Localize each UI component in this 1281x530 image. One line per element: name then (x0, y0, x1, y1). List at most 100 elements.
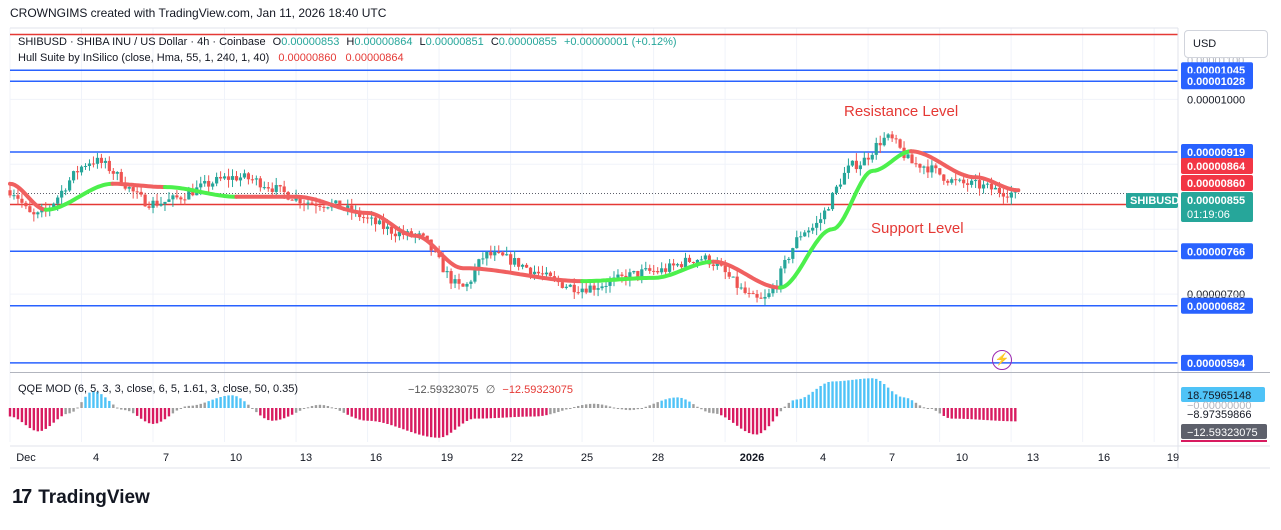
candle-body (922, 166, 926, 168)
qqe-bar (24, 408, 28, 426)
candle-body (306, 202, 310, 204)
qqe-bar (847, 380, 850, 408)
candle-body (779, 268, 783, 287)
hull-description: Hull Suite by InSilico (close, Hma, 55, … (18, 52, 270, 64)
hull-segment-up (777, 149, 913, 290)
hull-legend[interactable]: Hull Suite by InSilico (close, Hma, 55, … (18, 52, 404, 64)
candle-body (898, 139, 902, 148)
candle-body (262, 187, 266, 189)
qqe-bar (465, 408, 469, 421)
candle-body (910, 154, 914, 164)
last-price-value: 0.00000855 (1187, 195, 1245, 207)
qqe-bar (279, 408, 282, 420)
time-axis-label: 4 (820, 452, 826, 464)
qqe-bar (243, 401, 246, 408)
qqe-bar (1002, 408, 1005, 422)
candle-body (377, 220, 382, 225)
candle-body (771, 287, 775, 294)
qqe-bar (600, 404, 604, 408)
candle-body (453, 279, 457, 284)
candle-body (24, 202, 28, 207)
open-label: O (272, 36, 282, 48)
qqe-bar (660, 400, 663, 408)
price-label: 0.00001000 (1187, 94, 1245, 106)
candle-body (250, 179, 254, 181)
qqe-axis-value-3: −12.59323075 (1187, 427, 1258, 439)
candle-body (592, 285, 596, 290)
qqe-bar (942, 408, 945, 416)
candle-body (366, 217, 370, 219)
candle-body (878, 142, 882, 146)
candle-body (981, 184, 986, 189)
qqe-bar (517, 408, 520, 417)
candle-body (850, 160, 854, 166)
tradingview-logo: 17 TradingView (12, 486, 150, 509)
candle-body (294, 197, 298, 201)
candle-body (52, 203, 56, 208)
qqe-bar (358, 408, 361, 420)
symbol-tag-bg (1126, 193, 1178, 208)
time-axis-label: 25 (581, 452, 593, 464)
qqe-bar (668, 398, 671, 408)
candle-body (890, 134, 894, 139)
qqe-bar (203, 402, 206, 408)
qqe-bar (433, 408, 437, 438)
qqe-bar (227, 395, 230, 408)
lightning-icon[interactable]: ⚡ (992, 350, 1012, 370)
qqe-bar (80, 402, 83, 408)
candle-body (183, 199, 187, 201)
candle-body (826, 209, 831, 211)
qqe-bar (354, 408, 357, 419)
qqe-bar (640, 408, 643, 409)
candle-body (445, 271, 449, 273)
candle-body (723, 265, 727, 273)
time-axis-label: 16 (1098, 452, 1110, 464)
time-axis-label: 19 (1167, 452, 1179, 464)
symbol-legend[interactable]: SHIBUSD · SHIBA INU / US Dollar · 4h · C… (18, 36, 681, 48)
candle-body (373, 217, 378, 225)
qqe-bar (199, 403, 202, 408)
qqe-bar (290, 408, 294, 415)
qqe-bar (708, 408, 711, 413)
qqe-bar (573, 407, 576, 409)
candle-body (397, 231, 402, 237)
symbol-description: SHIBUSD · SHIBA INU / US Dollar · 4h · C… (18, 36, 266, 48)
time-axis-label: 19 (441, 452, 453, 464)
candle-body (894, 138, 898, 140)
qqe-bar (322, 405, 326, 408)
qqe-legend[interactable]: QQE MOD (6, 5, 3, 3, close, 6, 5, 1.61, … (18, 383, 298, 395)
time-axis-label: 13 (1027, 452, 1039, 464)
candle-body (803, 232, 807, 237)
candle-body (489, 252, 493, 256)
qqe-bar (263, 408, 266, 419)
candle-body (338, 200, 342, 209)
qqe-bar (362, 408, 365, 421)
qqe-bar (851, 379, 854, 408)
candle-body (282, 186, 286, 193)
qqe-bar (775, 408, 779, 417)
qqe-bar (489, 408, 493, 419)
candle-body (918, 163, 922, 168)
candle-body (274, 185, 278, 192)
qqe-bar (394, 408, 397, 427)
candle-body (461, 283, 465, 287)
currency-selector[interactable]: USD (1184, 30, 1268, 58)
level-badge: 0.00001028 (1187, 76, 1245, 88)
hull-badge: 0.00000864 (1187, 161, 1246, 173)
qqe-bar (282, 408, 286, 419)
candle-body (290, 199, 294, 201)
qqe-bar (306, 407, 310, 409)
qqe-bar (898, 396, 902, 408)
qqe-bar (314, 405, 318, 408)
high-value: 0.00000864 (354, 36, 413, 48)
candle-body (218, 176, 223, 179)
qqe-bar (561, 408, 564, 411)
candle-body (819, 219, 823, 223)
candle-body (834, 186, 839, 193)
qqe-bar (831, 381, 834, 408)
candle-body (751, 293, 755, 295)
qqe-bar (485, 408, 489, 419)
qqe-histogram (8, 378, 1017, 438)
candle-body (787, 258, 791, 261)
